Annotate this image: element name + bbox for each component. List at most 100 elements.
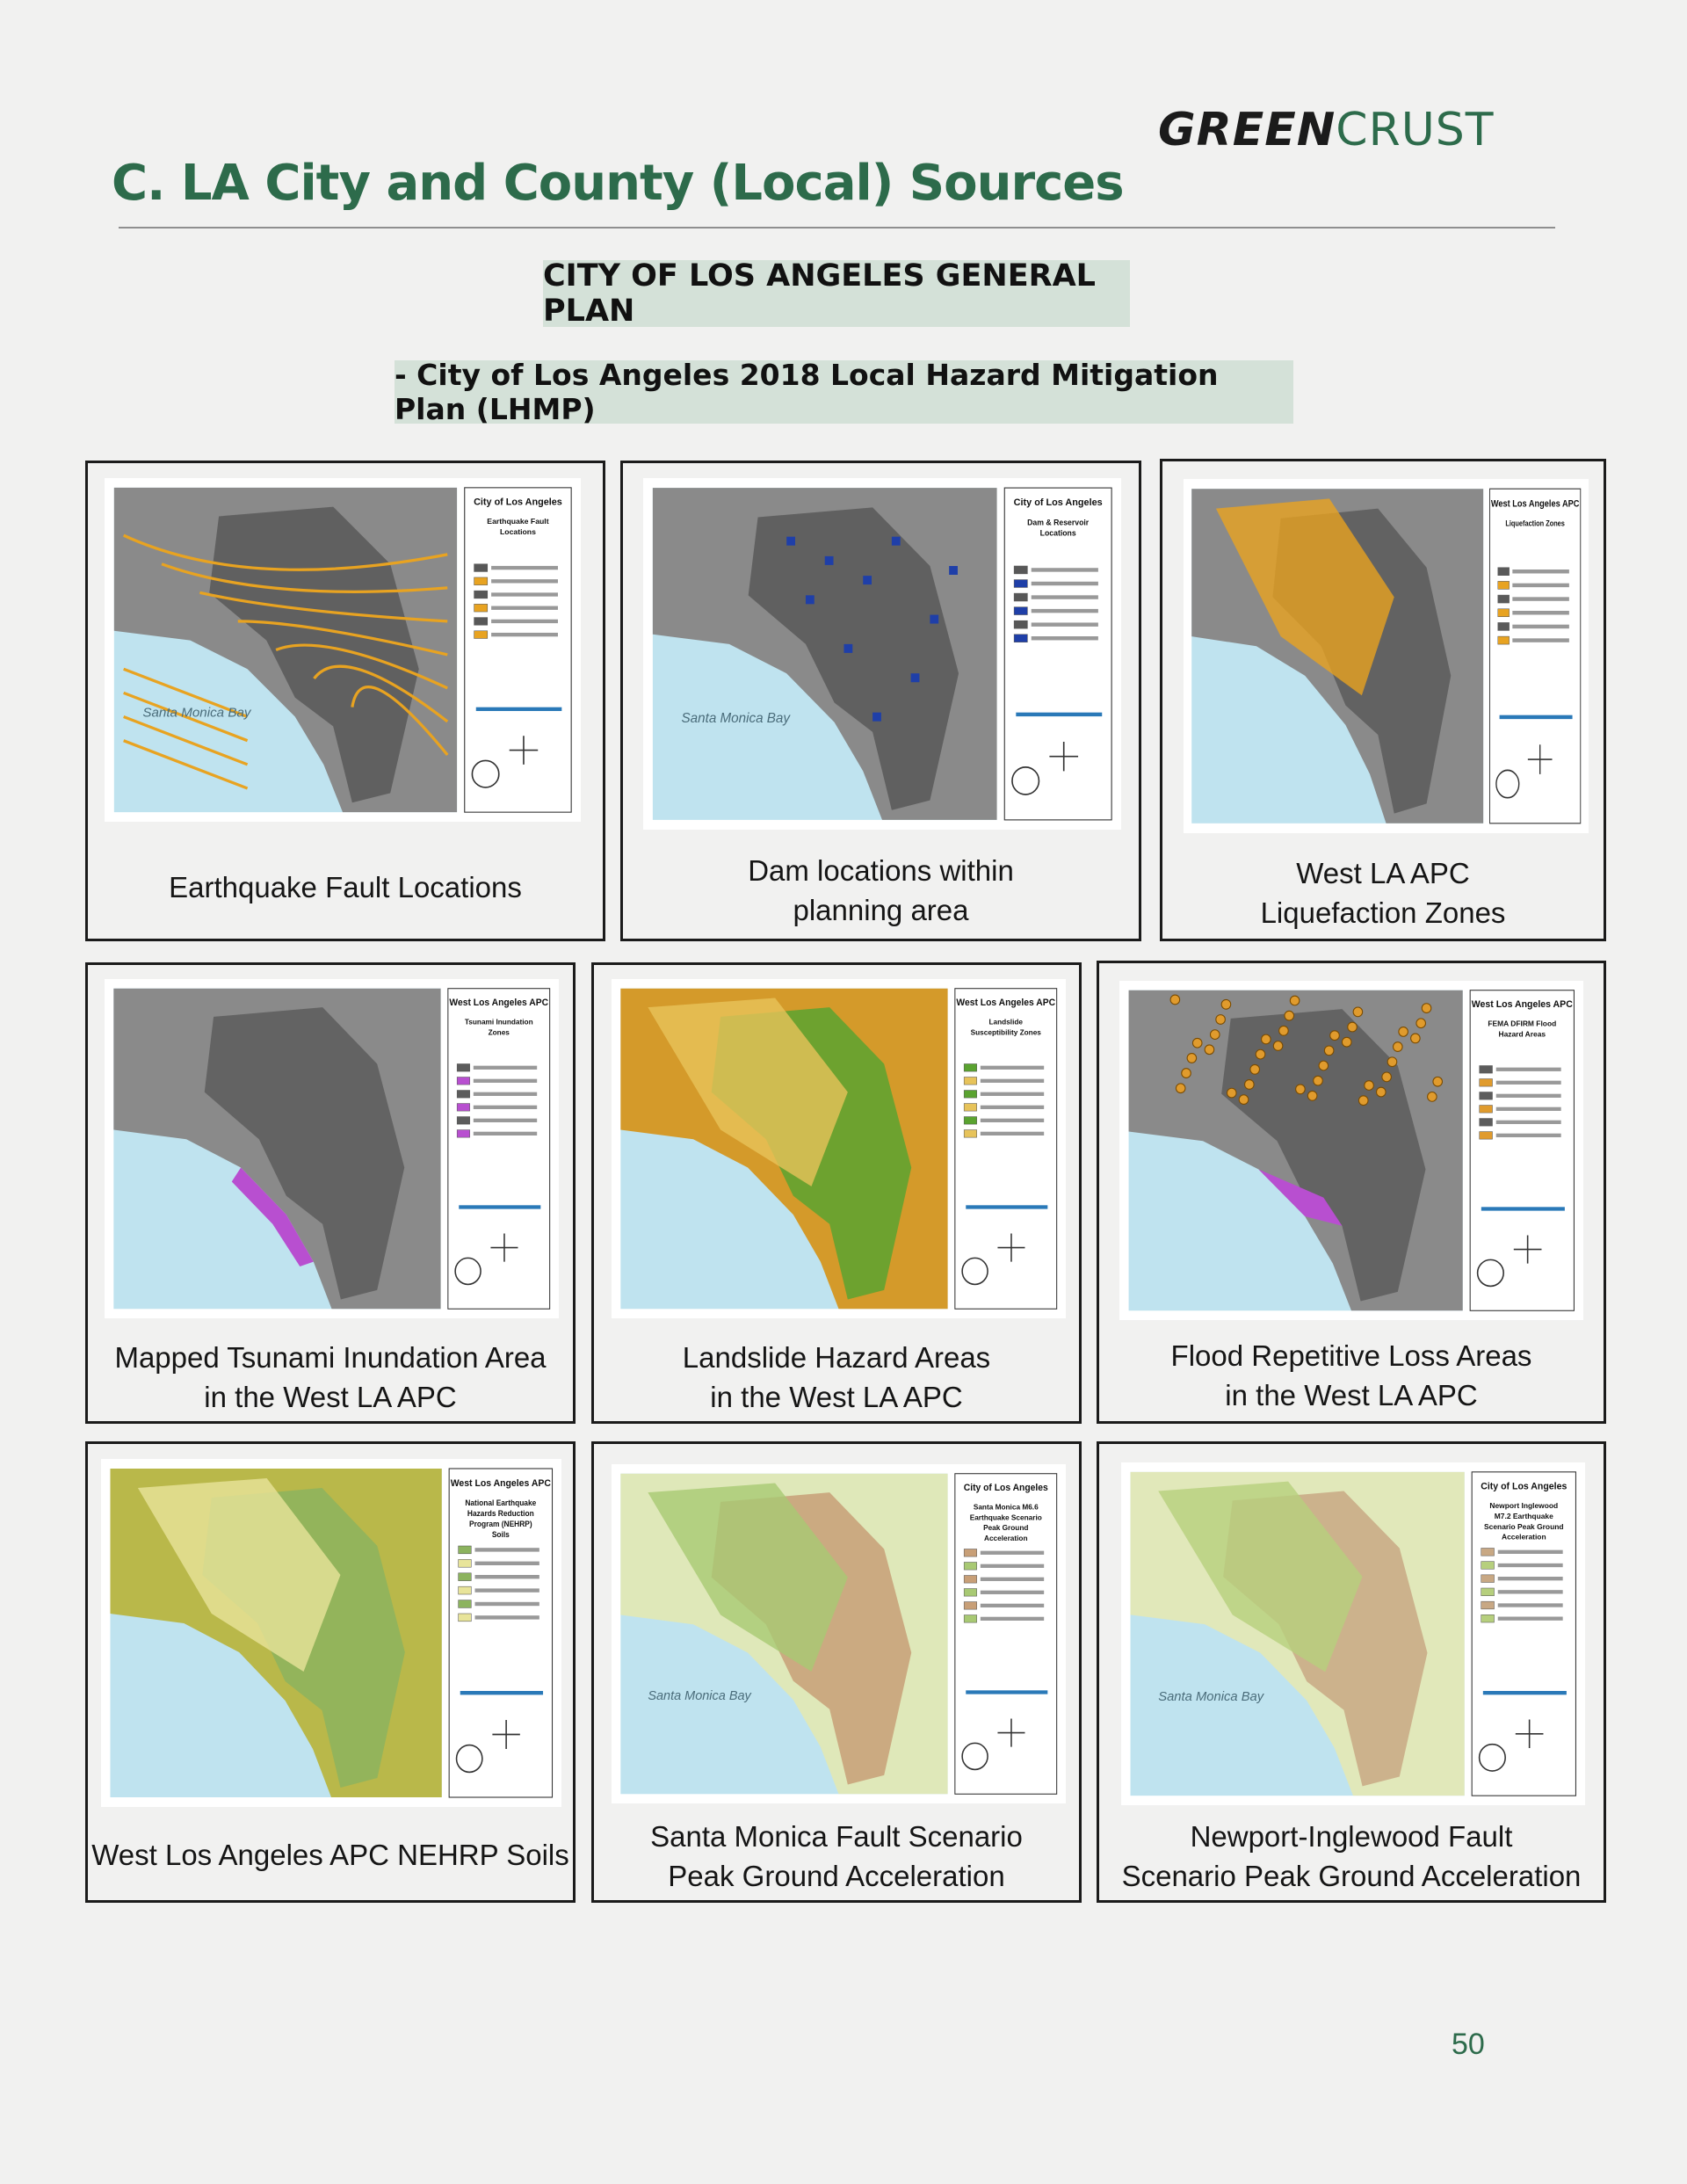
legend-text-placeholder [1031, 581, 1098, 586]
legend-text-placeholder [1512, 624, 1569, 629]
legend-text-placeholder [473, 1065, 538, 1070]
legend-text-placeholder [980, 1092, 1045, 1096]
legend-swatch [1013, 565, 1028, 575]
hazard-zone [648, 998, 848, 1186]
legend-swatch [456, 1129, 470, 1138]
tsunami-zone [231, 1167, 314, 1267]
legend-swatch [963, 1077, 977, 1085]
caption-line: Santa Monica Fault Scenario [650, 1820, 1023, 1853]
scale-bar [1481, 1207, 1565, 1211]
map-card-tsunami: West Los Angeles APC Tsunami Inundation Zo… [85, 962, 576, 1424]
legend-text-placeholder [1495, 1120, 1561, 1124]
map-graphic: West Los Angeles APC Tsunami InundationZo… [113, 988, 551, 1310]
caption-line: in the West LA APC [1225, 1379, 1478, 1411]
map-caption: Flood Repetitive Loss Areas in the West L… [1099, 1336, 1604, 1415]
scale-bar [475, 707, 562, 712]
fault-line [351, 686, 449, 757]
logo-light-text: CRUST [1336, 104, 1495, 156]
map-graphic: West Los Angeles APC Liquefaction Zones [1191, 488, 1582, 824]
map-caption: Mapped Tsunami Inundation Area in the Wes… [88, 1338, 573, 1417]
north-arrow-icon [509, 736, 539, 765]
scale-bar [966, 1690, 1048, 1694]
repetitive-loss-point [1392, 1041, 1403, 1052]
legend-text-placeholder [1031, 636, 1098, 641]
legend-text-placeholder [1497, 1577, 1563, 1581]
north-arrow-icon [1049, 742, 1079, 772]
legend-swatch [963, 1562, 977, 1571]
map-image: West Los Angeles APC Liquefaction Zones [1184, 479, 1589, 833]
map-graphic: Santa Monica Bay City of Los Angeles Santa… [620, 1473, 1058, 1795]
caption-line: Mapped Tsunami Inundation Area [114, 1341, 547, 1374]
map-area [113, 988, 441, 1310]
legend-subtitle-line: National Earthquake [465, 1498, 536, 1507]
repetitive-loss-point [1181, 1068, 1191, 1078]
legend-swatch [963, 1090, 977, 1099]
map-area [110, 1469, 442, 1797]
legend-text-placeholder [473, 1092, 538, 1096]
dam-marker [872, 712, 881, 722]
legend-swatch [1481, 1574, 1495, 1583]
legend-swatch [1497, 567, 1510, 576]
repetitive-loss-point [1313, 1075, 1323, 1086]
legend-subtitle-line: Program (NEHRP) [469, 1520, 532, 1528]
legend-subtitle-line: Dam & Reservoir [1027, 518, 1090, 526]
legend-subtitle-line: Liquefaction Zones [1505, 519, 1565, 528]
map-caption: West LA APC Liquefaction Zones [1162, 853, 1604, 932]
bay-label: Santa Monica Bay [142, 706, 252, 721]
caption-line: Peak Ground Acceleration [668, 1860, 1005, 1892]
caption-line: in the West LA APC [204, 1381, 457, 1413]
legend-title: West Los Angeles APC [449, 998, 548, 1008]
map-caption: Newport-Inglewood Fault Scenario Peak Gro… [1099, 1817, 1604, 1896]
caption-line: West Los Angeles APC NEHRP Soils [91, 1839, 569, 1871]
city-boundary [1221, 1009, 1426, 1302]
greencrust-logo: GREENCRUST [1158, 104, 1495, 156]
repetitive-loss-point [1261, 1034, 1271, 1045]
city-seal-icon [1476, 1259, 1504, 1288]
legend-swatch [474, 604, 489, 613]
legend-text-placeholder [473, 1131, 538, 1136]
legend-swatch [1013, 592, 1028, 602]
legend-swatch [456, 1077, 470, 1085]
scale-bar [1016, 712, 1103, 717]
bay-label: Santa Monica Bay [682, 711, 792, 726]
legend-swatch [1497, 622, 1510, 631]
legend-swatch [474, 563, 489, 572]
repetitive-loss-point [1226, 1087, 1237, 1099]
legend-subtitle-line: Locations [500, 527, 536, 536]
map-area [1128, 990, 1463, 1311]
legend-swatch [1481, 1614, 1495, 1623]
legend-text-placeholder [1512, 638, 1569, 642]
repetitive-loss-point [1307, 1090, 1318, 1101]
legend-text-placeholder [980, 1550, 1045, 1555]
legend-swatch [458, 1545, 472, 1555]
legend-title: City of Los Angeles [1014, 497, 1103, 508]
legend-box [1471, 1471, 1576, 1796]
legend-swatch [963, 1103, 977, 1112]
legend-swatch [1479, 1131, 1493, 1140]
map-card-landslide: West Los Angeles APC Landslide Susceptibil… [591, 962, 1082, 1424]
legend-text-placeholder [491, 619, 558, 624]
map-graphic: Santa Monica Bay City of Los Angeles Newpo… [1130, 1471, 1576, 1796]
legend-text-placeholder [980, 1078, 1045, 1083]
map-card-dam-locations: Santa Monica Bay City of Los Angeles Dam &… [620, 461, 1141, 941]
legend-swatch [1497, 608, 1510, 618]
map-card-earthquake-faults: Santa Monica Bay City of Los Angeles Earth… [85, 461, 605, 941]
legend-swatch [1479, 1105, 1493, 1114]
legend-text-placeholder [1497, 1603, 1563, 1607]
legend-box [448, 1468, 554, 1798]
repetitive-loss-point [1381, 1071, 1392, 1083]
map-caption: West Los Angeles APC NEHRP Soils [88, 1835, 573, 1875]
legend-text-placeholder [1497, 1563, 1563, 1568]
legend-swatch [456, 1090, 470, 1099]
legend-box [464, 487, 572, 813]
legend-text-placeholder [980, 1118, 1045, 1122]
map-image: West Los Angeles APC National Earthquake H… [101, 1459, 561, 1807]
caption-line: Dam locations within [748, 854, 1014, 887]
legend-swatch [1481, 1600, 1495, 1610]
repetitive-loss-point [1244, 1079, 1255, 1090]
legend-subtitle-line: FEMA DFIRM Flood [1488, 1019, 1556, 1027]
dam-marker [786, 536, 795, 546]
legend-text-placeholder [1512, 583, 1569, 588]
legend-swatch [1481, 1587, 1495, 1596]
legend-subtitle-line: Earthquake Scenario [970, 1513, 1042, 1521]
